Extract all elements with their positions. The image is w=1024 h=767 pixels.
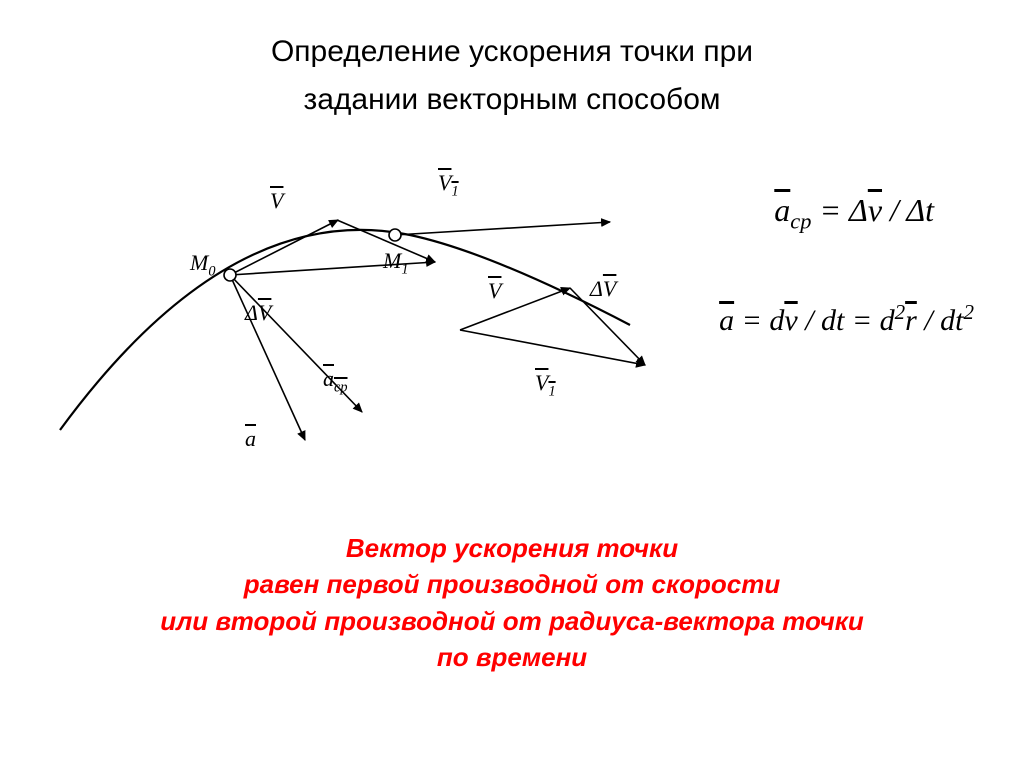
tri-label-dV: ΔV — [590, 276, 616, 302]
point-M1 — [389, 229, 401, 241]
label-V1-top: V1 — [438, 170, 459, 200]
title-line-2: задании векторным способом — [303, 83, 720, 116]
tri-label-V1: V1 — [535, 370, 556, 400]
label-acp: acp — [323, 366, 348, 396]
label-M0: M0 — [190, 250, 215, 280]
point-M0 — [224, 269, 236, 281]
title-line-1: Определение ускорения точки при — [271, 35, 753, 68]
page-title: Определение ускорения точки при задании … — [0, 28, 1024, 124]
def-line-4: по времени — [437, 642, 587, 672]
label-a: a — [245, 426, 256, 452]
tri-label-V: V — [488, 278, 501, 304]
def-line-3: или второй производной от радиуса-вектор… — [160, 606, 864, 636]
def-line-1: Вектор ускорения точки — [346, 533, 678, 563]
diagram-svg — [40, 130, 660, 470]
kinematics-diagram: M0 M1 V V1 ΔV acp a V ΔV V1 — [40, 130, 660, 470]
label-V: V — [270, 188, 283, 214]
tri-V — [460, 288, 570, 330]
vec-V — [230, 220, 338, 275]
vec-V1a — [395, 222, 610, 235]
definition-text: Вектор ускорения точки равен первой прои… — [0, 530, 1024, 676]
def-line-2: равен первой производной от скорости — [244, 569, 781, 599]
equation-accel-derivative: a = dv / dt = d2r / dt2 — [719, 300, 974, 338]
vector-arrows — [230, 220, 610, 440]
tri-V1 — [460, 330, 645, 365]
label-deltaV: ΔV — [245, 300, 271, 326]
label-M1: M1 — [383, 248, 408, 278]
equation-average-accel: acp = Δv / Δt — [774, 192, 934, 234]
